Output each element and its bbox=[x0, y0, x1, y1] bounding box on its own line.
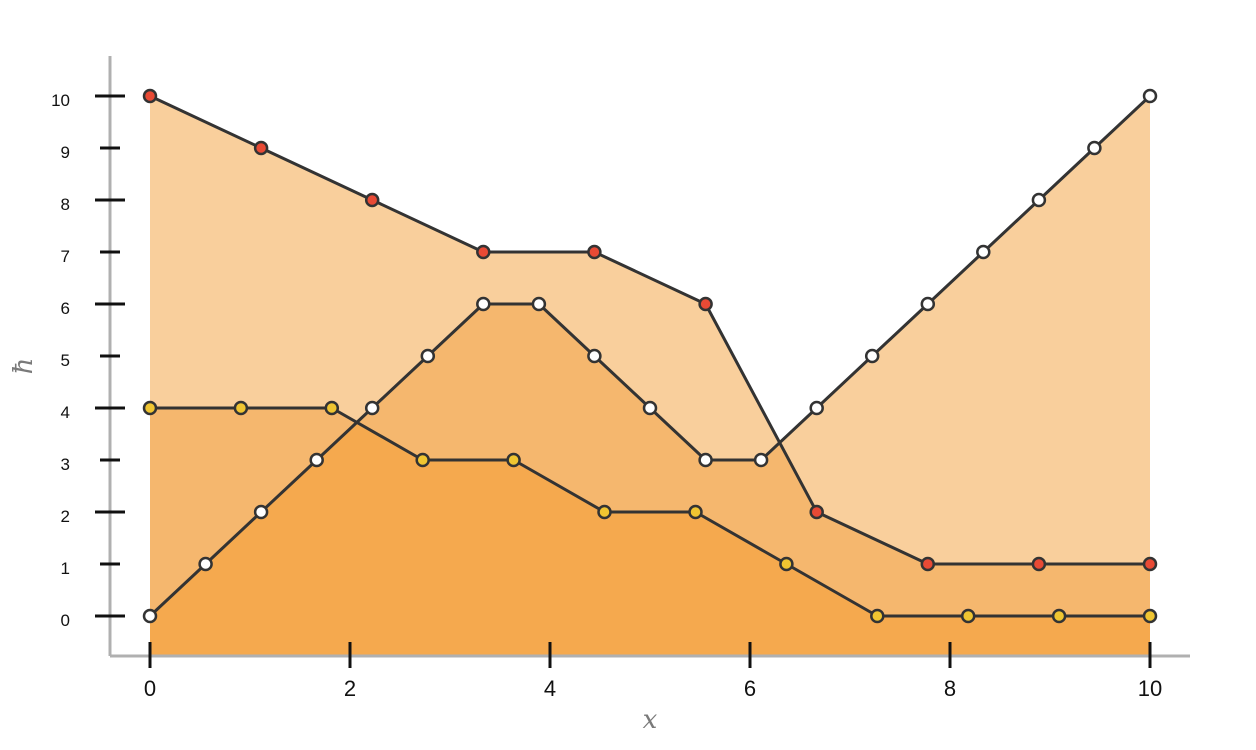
data-point-yellow-11 bbox=[1142, 608, 1158, 624]
y-tick-label-1: 1 bbox=[61, 559, 70, 578]
data-point-white-6 bbox=[476, 296, 491, 312]
data-point-white-13 bbox=[864, 348, 880, 364]
data-point-yellow-7 bbox=[779, 556, 794, 572]
y-axis-title: ħ bbox=[9, 358, 39, 375]
data-point-white-9 bbox=[642, 400, 658, 416]
data-point-white-11 bbox=[753, 452, 769, 468]
x-tick-label-8: 8 bbox=[944, 676, 956, 701]
data-point-yellow-10 bbox=[1051, 608, 1067, 624]
data-point-yellow-9 bbox=[960, 608, 976, 624]
data-point-white-15 bbox=[976, 244, 991, 260]
y-tick-label-5: 5 bbox=[61, 351, 70, 370]
data-point-red-9 bbox=[1142, 556, 1158, 572]
y-tick-label-9: 9 bbox=[61, 143, 70, 162]
data-point-red-6 bbox=[809, 504, 824, 520]
data-point-white-14 bbox=[920, 296, 936, 312]
ticks: 0 2 4 6 8 10 0 1 2 3 4 5 6 7 8 9 10 bbox=[51, 91, 1162, 701]
x-tick-label-10: 10 bbox=[1138, 676, 1162, 701]
data-point-yellow-8 bbox=[870, 608, 885, 624]
data-point-white-10 bbox=[698, 452, 713, 468]
data-point-yellow-2 bbox=[324, 400, 340, 416]
y-tick-label-2: 2 bbox=[61, 507, 70, 526]
data-point-red-3 bbox=[476, 244, 491, 260]
x-tick-label-4: 4 bbox=[544, 676, 556, 701]
data-point-yellow-6 bbox=[688, 504, 703, 520]
x-axis-title: x bbox=[643, 705, 658, 735]
data-point-red-8 bbox=[1031, 556, 1047, 572]
data-point-white-12 bbox=[809, 400, 824, 416]
y-tick-label-6: 6 bbox=[61, 299, 70, 318]
data-point-white-1 bbox=[198, 556, 213, 572]
data-point-white-7 bbox=[531, 296, 547, 312]
data-point-yellow-3 bbox=[415, 452, 430, 468]
data-point-white-5 bbox=[420, 348, 436, 364]
data-point-yellow-4 bbox=[506, 452, 521, 468]
data-point-yellow-5 bbox=[597, 504, 612, 520]
data-point-white-8 bbox=[587, 348, 602, 364]
data-point-red-0 bbox=[142, 88, 158, 104]
data-point-white-4 bbox=[364, 400, 380, 416]
data-point-red-1 bbox=[253, 140, 269, 156]
data-point-white-2 bbox=[253, 504, 269, 520]
data-point-red-7 bbox=[920, 556, 936, 572]
x-tick-label-2: 2 bbox=[344, 676, 356, 701]
data-point-white-17 bbox=[1087, 140, 1102, 156]
y-tick-label-7: 7 bbox=[61, 247, 70, 266]
data-point-white-18 bbox=[1142, 88, 1158, 104]
data-point-white-3 bbox=[309, 452, 324, 468]
area-fill-dark bbox=[150, 422, 1150, 656]
data-point-yellow-0 bbox=[142, 400, 158, 416]
data-point-red-2 bbox=[364, 192, 380, 208]
data-point-white-0 bbox=[142, 608, 158, 624]
series-markers bbox=[142, 88, 1158, 624]
y-tick-label-3: 3 bbox=[61, 455, 70, 474]
data-point-red-4 bbox=[587, 244, 602, 260]
y-tick-label-10: 10 bbox=[51, 91, 70, 110]
x-tick-label-0: 0 bbox=[144, 676, 156, 701]
y-tick-label-0: 0 bbox=[61, 611, 70, 630]
data-point-white-16 bbox=[1031, 192, 1047, 208]
x-tick-label-6: 6 bbox=[744, 676, 756, 701]
data-point-red-5 bbox=[698, 296, 713, 312]
series-line-red bbox=[149, 94, 1150, 566]
y-tick-label-8: 8 bbox=[61, 195, 70, 214]
y-tick-label-4: 4 bbox=[61, 403, 70, 422]
series-line-yellow bbox=[150, 406, 1150, 618]
data-point-yellow-1 bbox=[233, 400, 249, 416]
area-fills bbox=[150, 96, 1150, 656]
area-fill-light bbox=[150, 96, 1150, 564]
